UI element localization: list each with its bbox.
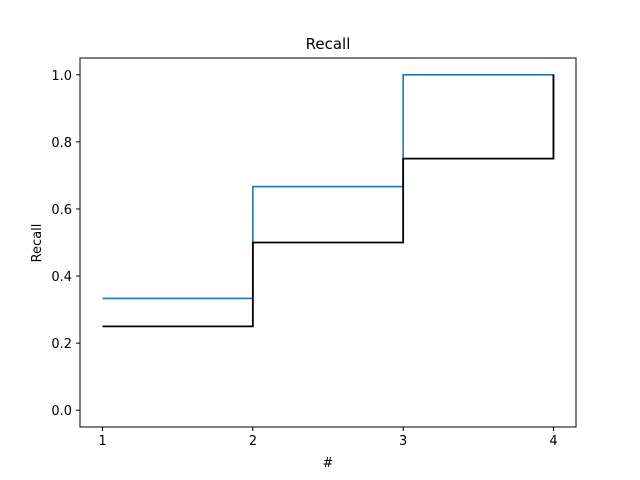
x-tick-label: 3 (399, 434, 407, 449)
x-tick-label: 2 (249, 434, 257, 449)
y-tick-label: 0.4 (51, 270, 72, 285)
y-tick-label: 0.0 (51, 404, 72, 419)
y-tick-label: 0.2 (51, 337, 72, 352)
series-group (102, 73, 555, 328)
y-tick-label: 1.0 (51, 69, 72, 84)
series-line-2 (102, 74, 555, 328)
x-tick-label: 1 (98, 434, 106, 449)
x-tick-label: 4 (549, 434, 557, 449)
chart-title: Recall (306, 35, 351, 53)
y-tick-label: 0.8 (51, 136, 72, 151)
plot-frame (79, 57, 577, 428)
x-axis-label: # (323, 456, 334, 471)
y-axis-label: Recall (30, 224, 45, 263)
series-line-1 (102, 73, 555, 300)
ticks-group: 1 2 3 4 0.0 0.2 0.4 0.6 0.8 1.0 (51, 69, 557, 449)
y-tick-label: 0.6 (51, 203, 72, 218)
